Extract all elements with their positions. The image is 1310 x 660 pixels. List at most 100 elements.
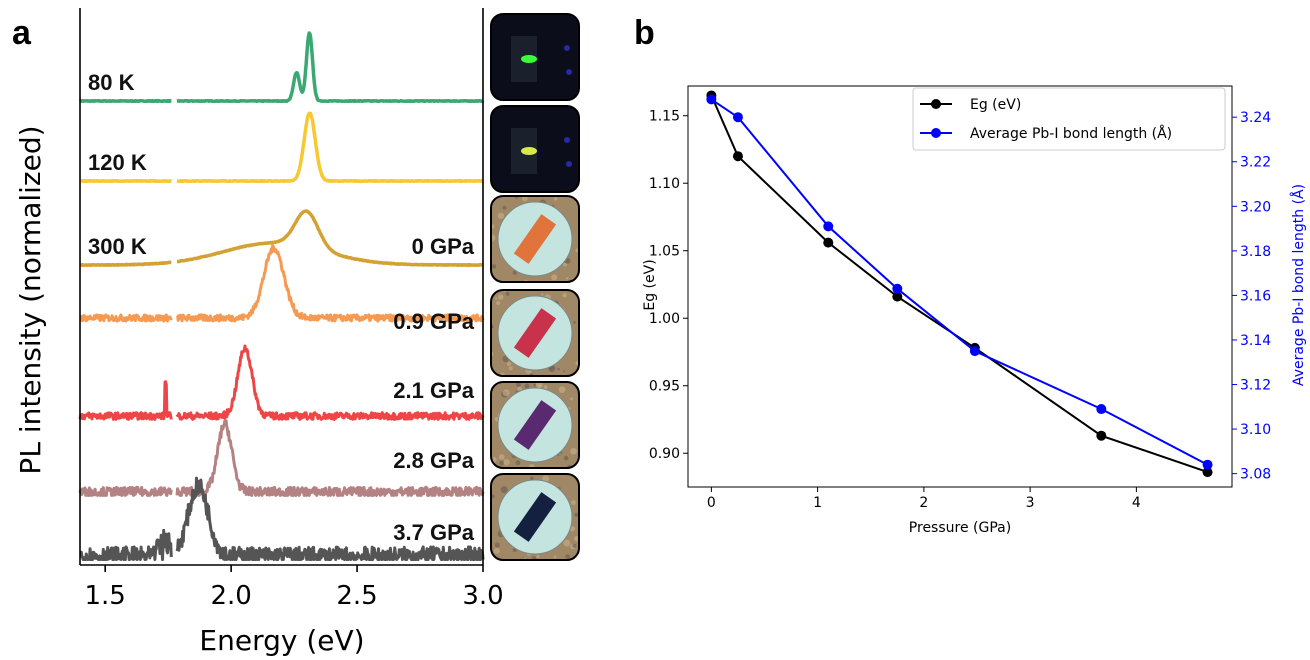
- photo-crystal: [513, 492, 557, 542]
- photo-frame: [490, 289, 580, 377]
- photo-texture: [542, 475, 550, 483]
- photo-texture: [516, 382, 522, 388]
- photo-texture: [512, 270, 517, 275]
- trace-120-K: [78, 111, 485, 184]
- series-point-bond: [732, 112, 743, 123]
- photo-column: [490, 13, 580, 561]
- photo-texture: [551, 274, 558, 281]
- photo-3.7GPa: [490, 473, 580, 561]
- photo-frame: [490, 473, 580, 561]
- photo-texture: [573, 535, 579, 542]
- photo-texture: [565, 554, 571, 559]
- panel-b-ytick-right-label: 3.12: [1240, 378, 1271, 394]
- photo-texture: [569, 526, 576, 532]
- photo-light: [566, 161, 572, 167]
- panel-b-ytick-right-label: 3.20: [1240, 199, 1271, 215]
- series-point-eg: [892, 291, 903, 302]
- photo-texture: [572, 543, 577, 548]
- panel-b-right-ylabel: Average Pb-I bond length (Å): [1290, 184, 1307, 386]
- series-point-bond: [1096, 404, 1107, 415]
- photo-texture: [494, 547, 500, 554]
- legend-eg-label: Eg (eV): [970, 97, 1021, 113]
- photo-content: [491, 382, 579, 468]
- panel-b-ytick-right-label: 3.10: [1240, 422, 1271, 438]
- photo-crystal: [513, 400, 557, 450]
- photo-texture: [506, 361, 511, 367]
- photo-texture: [553, 555, 557, 558]
- panel-b-xtick-label: 4: [1132, 495, 1141, 511]
- photo-texture: [574, 512, 579, 517]
- panel-a-ylabel: PL intensity (normalized): [14, 125, 47, 474]
- photo-texture: [497, 212, 505, 220]
- trace-label-right: 2.8 GPa: [393, 448, 474, 473]
- photo-0.9GPa: [490, 289, 580, 377]
- series-point-bond: [892, 283, 903, 294]
- panel-b-xtick-label: 3: [1026, 495, 1035, 511]
- photo-texture: [563, 262, 567, 267]
- panel-b-frame: [687, 85, 1233, 488]
- photo-texture: [565, 277, 569, 280]
- panel-a-xtick-label: 2.0: [210, 581, 251, 611]
- photo-texture: [575, 360, 579, 366]
- trace-80-K: [78, 31, 485, 104]
- trace-300-K-0-GPa: [78, 209, 485, 268]
- photo-frame: [490, 13, 580, 101]
- photo-texture: [570, 448, 577, 455]
- panel-b-ytick-right-label: 3.22: [1240, 155, 1271, 171]
- series-point-eg: [823, 237, 834, 248]
- photo-texture: [530, 476, 534, 481]
- panel-b-ytick-left-label: 1.05: [649, 244, 680, 260]
- photo-texture: [543, 385, 548, 390]
- series-point-eg: [1202, 467, 1213, 478]
- panel-b-left-ylabel: Eg (eV): [642, 259, 658, 310]
- photo-light: [564, 45, 570, 51]
- trace-label-right: 2.1 GPa: [393, 378, 474, 403]
- panel-b-ytick-left-label: 1.00: [649, 311, 680, 327]
- photo-texture: [569, 397, 574, 401]
- photo-texture: [515, 460, 521, 466]
- series-line-eg: [710, 95, 1208, 474]
- panel-a-chart: PL intensity (normalized) Energy (eV) 80…: [14, 8, 504, 657]
- trace-label-left: 120 K: [88, 150, 147, 175]
- photo-texture: [563, 539, 571, 547]
- photo-texture: [508, 366, 513, 371]
- photo-texture: [557, 367, 560, 371]
- photo-texture: [536, 554, 540, 559]
- photo-glow: [521, 55, 537, 63]
- photo-texture: [563, 455, 569, 461]
- series-point-eg: [732, 151, 743, 162]
- photo-texture: [571, 500, 576, 505]
- photo-texture: [498, 454, 505, 460]
- panel-a-label: a: [12, 14, 32, 52]
- panel-b-xtick-label: 0: [707, 495, 716, 511]
- series-point-bond: [706, 94, 717, 105]
- photo-texture: [499, 460, 504, 466]
- trace-label-right: 0 GPa: [412, 234, 475, 259]
- photo-texture: [494, 542, 500, 548]
- photo-texture: [533, 383, 537, 387]
- photo-light: [566, 69, 572, 75]
- panel-a-xtick-label: 3.0: [462, 581, 503, 611]
- legend-eg-marker: [931, 99, 941, 109]
- photo-texture: [496, 301, 501, 306]
- photo-2.1GPa: [490, 381, 580, 469]
- trace-2-1-GPa: [78, 344, 485, 421]
- photo-content: [491, 474, 579, 560]
- panel-a-xlabel: Energy (eV): [199, 624, 364, 657]
- panel-b-ytick-right-label: 3.18: [1240, 244, 1271, 260]
- series-point-bond: [1202, 459, 1213, 470]
- panel-b-ytick-left-label: 1.15: [649, 109, 680, 125]
- panel-b-ytick-right-label: 3.08: [1240, 467, 1271, 483]
- photo-texture: [502, 389, 510, 397]
- photo-content: [491, 196, 579, 282]
- photo-texture: [503, 458, 510, 466]
- photo-texture: [500, 486, 508, 494]
- photo-light: [564, 137, 570, 143]
- trace-label-left: 300 K: [88, 234, 147, 259]
- trace-2-8-GPa: [78, 419, 485, 497]
- trace-3-7-GPa: [79, 476, 485, 561]
- photo-glow: [521, 147, 537, 155]
- photo-frame: [490, 381, 580, 469]
- photo-texture: [528, 464, 535, 468]
